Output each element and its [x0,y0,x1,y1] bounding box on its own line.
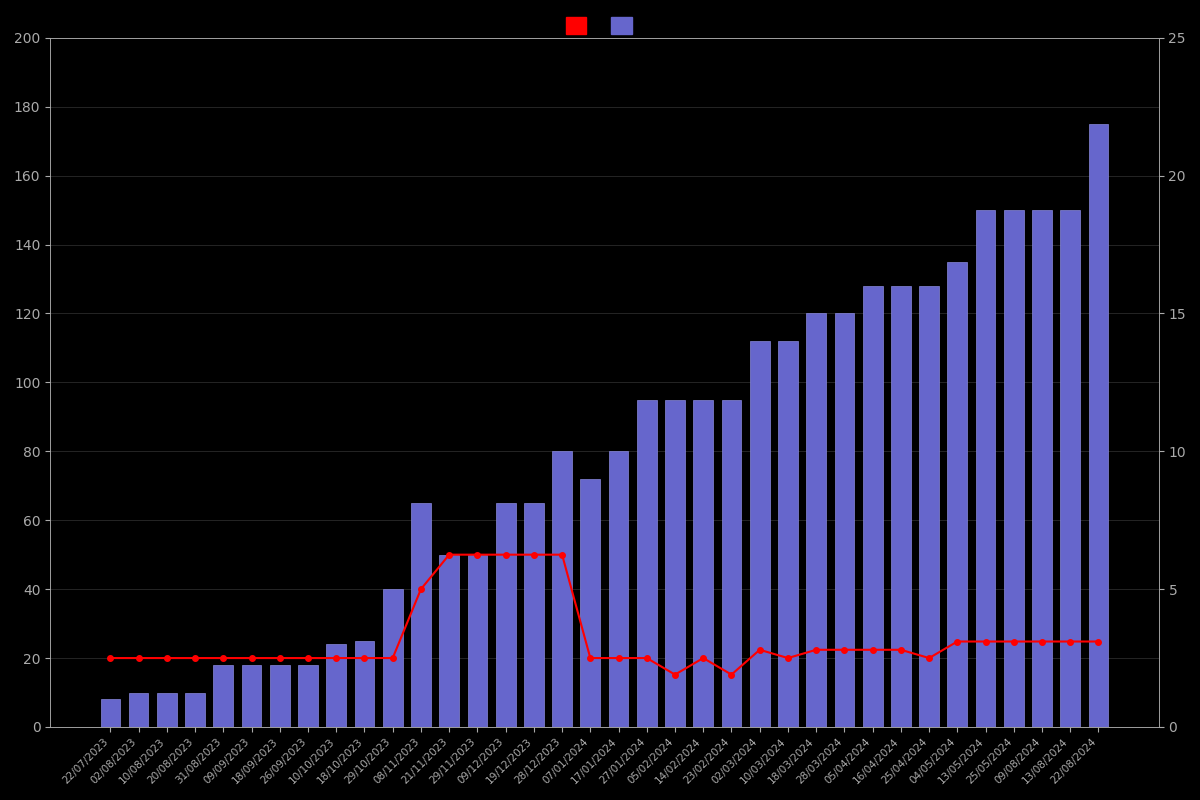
Bar [608,451,629,727]
Bar [326,644,346,727]
Bar [354,641,374,727]
Bar [1061,210,1080,727]
Bar [1004,210,1024,727]
Bar [976,210,996,727]
Bar [637,399,656,727]
Bar [863,286,882,727]
Bar [128,693,149,727]
Bar [948,262,967,727]
Bar [552,451,572,727]
Bar [524,503,544,727]
Bar [750,341,769,727]
Bar [778,341,798,727]
Legend: , : , [559,10,650,41]
Bar [412,503,431,727]
Bar [101,699,120,727]
Bar [694,399,713,727]
Bar [665,399,685,727]
Bar [383,589,402,727]
Bar [919,286,938,727]
Bar [241,665,262,727]
Bar [185,693,205,727]
Bar [890,286,911,727]
Bar [298,665,318,727]
Bar [157,693,176,727]
Bar [468,554,487,727]
Bar [1088,124,1109,727]
Bar [439,554,460,727]
Bar [270,665,289,727]
Bar [834,314,854,727]
Bar [581,479,600,727]
Bar [214,665,233,727]
Bar [496,503,516,727]
Bar [806,314,826,727]
Bar [1032,210,1052,727]
Bar [721,399,742,727]
